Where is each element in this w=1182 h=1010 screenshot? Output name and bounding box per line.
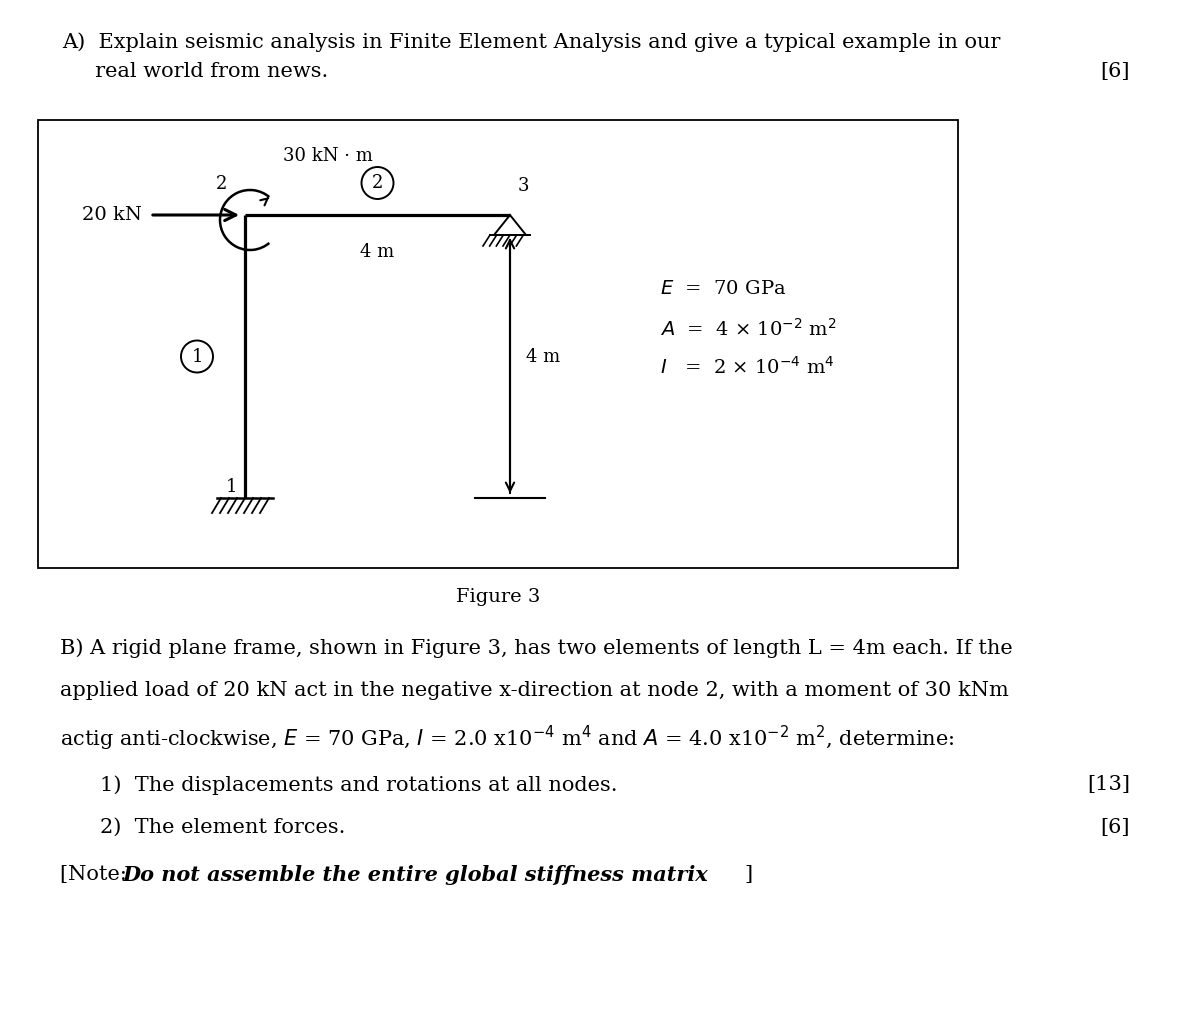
Text: [6]: [6] [1100, 62, 1130, 81]
Text: 1: 1 [226, 478, 238, 496]
Text: $E$  =  70 GPa: $E$ = 70 GPa [660, 280, 786, 298]
Text: $A$  =  4 × 10$^{-2}$ m$^2$: $A$ = 4 × 10$^{-2}$ m$^2$ [660, 318, 837, 340]
Text: $I$   =  2 × 10$^{-4}$ m$^4$: $I$ = 2 × 10$^{-4}$ m$^4$ [660, 356, 834, 378]
Text: 1: 1 [191, 347, 203, 366]
Text: 1)  The displacements and rotations at all nodes.: 1) The displacements and rotations at al… [100, 775, 617, 795]
Text: 30 kN · m: 30 kN · m [282, 147, 372, 165]
Bar [38, 120, 957, 568]
Text: applied load of 20 kN act in the negative x-direction at node 2, with a moment o: applied load of 20 kN act in the negativ… [60, 681, 1009, 700]
Text: 2: 2 [372, 174, 383, 192]
Text: Figure 3: Figure 3 [456, 588, 540, 606]
Text: B) A rigid plane frame, shown in Figure 3, has two elements of length L = 4m eac: B) A rigid plane frame, shown in Figure … [60, 638, 1013, 658]
Text: [6]: [6] [1100, 818, 1130, 837]
Text: 4 m: 4 m [361, 243, 395, 261]
Text: actig anti-clockwise, $E$ = 70 GPa, $I$ = 2.0 x10$^{-4}$ m$^4$ and $A$ = 4.0 x10: actig anti-clockwise, $E$ = 70 GPa, $I$ … [60, 724, 954, 753]
Text: 2)  The element forces.: 2) The element forces. [100, 818, 345, 837]
Text: ]: ] [743, 865, 752, 884]
Text: 3: 3 [518, 177, 530, 195]
Text: real world from news.: real world from news. [61, 62, 329, 81]
Text: [13]: [13] [1087, 775, 1130, 794]
Text: [Note:: [Note: [60, 865, 134, 884]
Text: Do not assemble the entire global stiffness matrix: Do not assemble the entire global stiffn… [122, 865, 708, 885]
Text: A)  Explain seismic analysis in Finite Element Analysis and give a typical examp: A) Explain seismic analysis in Finite El… [61, 32, 1000, 52]
Text: 4 m: 4 m [526, 347, 560, 366]
Text: 20 kN: 20 kN [82, 206, 142, 224]
Text: 2: 2 [215, 175, 227, 193]
